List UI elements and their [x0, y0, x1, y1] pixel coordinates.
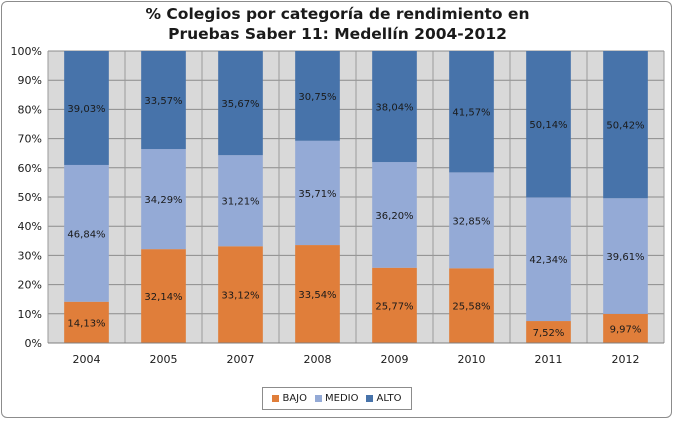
- data-label: 50,42%: [606, 121, 644, 132]
- x-tick-label: 2011: [535, 353, 563, 366]
- bar-bajo: [141, 249, 186, 343]
- x-tick-label: 2007: [227, 353, 255, 366]
- legend-label-bajo: BAJO: [282, 393, 308, 404]
- data-label: 36,20%: [375, 211, 413, 222]
- bar-alto: [64, 51, 109, 165]
- legend-item-alto: ALTO: [366, 393, 402, 404]
- legend-swatch-alto: [366, 395, 374, 402]
- chart-title-line-2: Pruebas Saber 11: Medellín 2004-2012: [168, 25, 507, 43]
- y-tick-label: 70%: [18, 133, 42, 146]
- bar-bajo: [64, 301, 109, 343]
- data-label: 33,12%: [221, 291, 259, 302]
- x-tick-label: 2010: [458, 353, 486, 366]
- data-label: 14,13%: [67, 318, 105, 329]
- y-tick-label: 100%: [11, 45, 42, 58]
- data-label: 25,77%: [375, 301, 413, 312]
- bar-medio: [449, 172, 494, 269]
- y-tick-label: 90%: [18, 74, 42, 87]
- bar-medio: [526, 197, 571, 322]
- data-label: 31,21%: [221, 197, 259, 208]
- x-tick-label: 2004: [73, 353, 101, 366]
- bar-bajo: [372, 267, 417, 343]
- y-tick-label: 20%: [18, 279, 42, 292]
- data-label: 30,75%: [298, 92, 336, 103]
- data-label: 25,58%: [452, 302, 490, 313]
- bar-medio: [295, 140, 340, 246]
- bar-medio: [218, 155, 263, 247]
- bar-alto: [449, 51, 494, 173]
- data-label: 9,97%: [610, 324, 642, 335]
- data-label: 42,34%: [529, 255, 567, 266]
- data-label: 50,14%: [529, 120, 567, 131]
- bar-alto: [603, 51, 648, 199]
- data-label: 34,29%: [144, 195, 182, 206]
- bar-bajo: [603, 313, 648, 343]
- chart-title-line-1: % Colegios por categoría de rendimiento …: [145, 5, 530, 23]
- bar-bajo: [218, 246, 263, 343]
- data-label: 41,57%: [452, 108, 490, 119]
- y-tick-label: 30%: [18, 249, 42, 262]
- x-tick-label: 2012: [612, 353, 640, 366]
- bar-bajo: [449, 268, 494, 343]
- data-label: 35,67%: [221, 99, 259, 110]
- bar-alto: [372, 50, 417, 163]
- data-label: 32,14%: [144, 292, 182, 303]
- y-tick-label: 60%: [18, 162, 42, 175]
- legend-swatch-medio: [315, 395, 323, 402]
- legend-item-medio: MEDIO: [315, 393, 358, 404]
- y-tick-label: 10%: [18, 308, 42, 321]
- bar-alto: [141, 51, 186, 150]
- bar-medio: [372, 162, 417, 268]
- legend-swatch-bajo: [272, 395, 280, 402]
- bar-bajo: [526, 321, 571, 343]
- y-tick-label: 80%: [18, 103, 42, 116]
- data-label: 35,71%: [298, 189, 336, 200]
- chart-title: % Colegios por categoría de rendimiento …: [0, 4, 675, 44]
- x-tick-label: 2005: [150, 353, 178, 366]
- data-label: 33,54%: [298, 290, 336, 301]
- legend-item-bajo: BAJO: [272, 393, 307, 404]
- bar-alto: [295, 51, 340, 141]
- data-label: 38,04%: [375, 103, 413, 114]
- data-label: 7,52%: [533, 328, 565, 339]
- bar-alto: [526, 51, 571, 198]
- y-tick-label: 0%: [25, 337, 42, 350]
- bar-bajo: [295, 245, 340, 343]
- legend-label-alto: ALTO: [376, 393, 402, 404]
- bar-medio: [141, 149, 186, 250]
- data-label: 32,85%: [452, 216, 490, 227]
- data-label: 39,03%: [67, 104, 105, 115]
- data-label: 39,61%: [606, 252, 644, 263]
- data-label: 46,84%: [67, 229, 105, 240]
- bar-alto: [218, 51, 263, 156]
- x-tick-label: 2009: [381, 353, 409, 366]
- x-tick-label: 2008: [304, 353, 332, 366]
- y-tick-label: 50%: [18, 191, 42, 204]
- legend-label-medio: MEDIO: [325, 393, 359, 404]
- bar-medio: [603, 198, 648, 314]
- legend: BAJO MEDIO ALTO: [262, 387, 412, 410]
- bar-medio: [64, 164, 109, 302]
- data-label: 33,57%: [144, 96, 182, 107]
- y-tick-label: 40%: [18, 220, 42, 233]
